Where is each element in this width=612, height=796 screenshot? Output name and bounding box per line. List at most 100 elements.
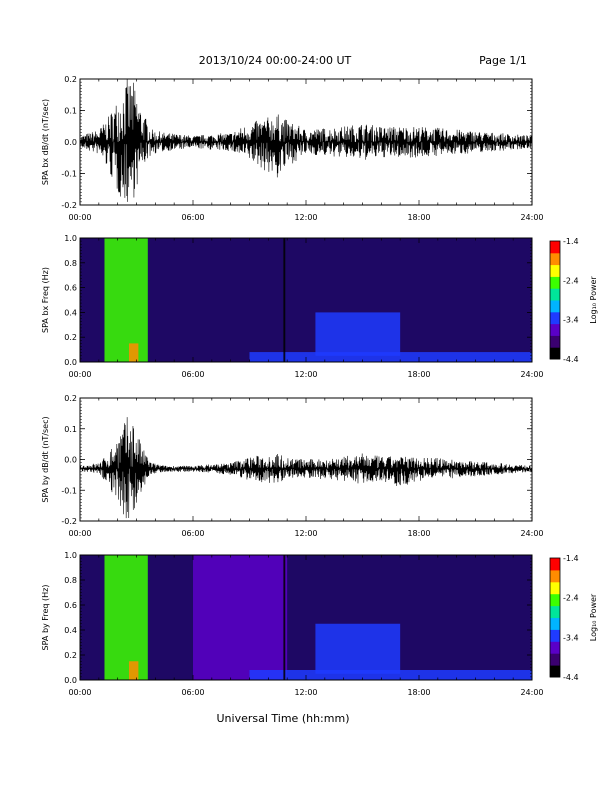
x-tick-label: 24:00: [520, 529, 543, 538]
colorbar-swatch: [550, 288, 560, 301]
x-tick-label: 00:00: [68, 529, 91, 538]
y-tick-label: -0.2: [61, 201, 77, 210]
x-tick-label: 06:00: [181, 370, 204, 379]
spectrogram-feature-3: [193, 555, 288, 680]
y-tick-label: 1.0: [64, 551, 77, 560]
y-tick-label: 0.6: [64, 284, 77, 293]
panel-3: 0.2 0.1 0.0 -0.1 -0.2 00:00 06:00 12:00 18:00 24:…: [41, 394, 544, 538]
y-tick-label: 0.1: [64, 425, 77, 434]
x-tick-label: 00:00: [68, 213, 91, 222]
spectrogram-feature-2: [128, 661, 139, 680]
colorbar: -1.4 -2.4 -3.4 -4.4 Log₁₀ Power: [549, 554, 598, 682]
x-tick-label: 12:00: [294, 529, 317, 538]
x-tick-label: 00:00: [68, 688, 91, 697]
trace-line: [79, 417, 533, 519]
colorbar-swatch: [550, 335, 560, 348]
colorbar-swatch: [550, 300, 560, 313]
y-axis-label: SPA bx Freq (Hz): [41, 267, 50, 333]
y-tick-label: 0.2: [64, 651, 77, 660]
x-tick-label: 24:00: [520, 370, 543, 379]
colorbar-tick-label: -2.4: [563, 594, 579, 603]
x-tick-label: 06:00: [181, 213, 204, 222]
y-tick-label: 0.1: [64, 107, 77, 116]
colorbar: -1.4 -2.4 -3.4 -4.4 Log₁₀ Power: [549, 237, 598, 364]
spectrogram-feature-4: [315, 312, 401, 356]
colorbar-swatch: [550, 558, 560, 571]
colorbar-swatch: [550, 629, 560, 642]
x-tick-label: 12:00: [294, 213, 317, 222]
trace-line: [79, 79, 533, 202]
report-title: 2013/10/24 00:00-24:00 UT: [199, 54, 352, 67]
y-tick-label: -0.2: [61, 517, 77, 526]
panels: 0.2 0.1 0.0 -0.1 -0.2 00:00 06:00 12:00 18:00 24:…: [41, 75, 598, 697]
y-tick-label: 0.8: [64, 259, 77, 268]
panel-4: -1.4 -2.4 -3.4 -4.4 Log₁₀ Power 1.0 0.8 0.6 0.4 0…: [41, 551, 598, 697]
panel-2: -1.4 -2.4 -3.4 -4.4 Log₁₀ Power 1.0 0.8 0.6 0.4 0…: [41, 234, 598, 379]
y-tick-label: 0.2: [64, 75, 77, 84]
colorbar-tick-label: -2.4: [563, 276, 579, 285]
x-tick-label: 12:00: [294, 688, 317, 697]
y-tick-label: 0.8: [64, 576, 77, 585]
colorbar-swatch: [550, 569, 560, 583]
x-tick-label: 18:00: [407, 529, 430, 538]
panel-1: 0.2 0.1 0.0 -0.1 -0.2 00:00 06:00 12:00 18:00 24:…: [41, 75, 544, 222]
colorbar-tick-label: -4.4: [563, 673, 579, 682]
x-tick-label: 12:00: [294, 370, 317, 379]
colorbar-tick-label: -4.4: [563, 355, 579, 364]
y-tick-label: 0.2: [64, 394, 77, 403]
colorbar-swatch: [550, 276, 560, 289]
colorbar-swatch: [550, 605, 560, 618]
x-tick-label: 18:00: [407, 688, 430, 697]
colorbar-swatch: [550, 241, 560, 254]
y-tick-label: 0.6: [64, 601, 77, 610]
y-tick-label: 0.0: [64, 676, 77, 685]
colorbar-tick-label: -3.4: [563, 316, 579, 325]
colorbar-frame: [549, 557, 561, 678]
colorbar-swatch: [550, 347, 560, 360]
colorbar-tick-label: -1.4: [563, 237, 579, 246]
spectrogram-feature-6: [283, 555, 286, 680]
colorbar-swatch: [550, 323, 560, 336]
y-tick-label: 0.2: [64, 333, 77, 342]
spectrogram-background: [80, 555, 532, 680]
y-axis-label: SPA by dB/dt (nT/sec): [41, 416, 50, 502]
x-tick-label: 18:00: [407, 213, 430, 222]
colorbar-swatch: [550, 617, 560, 630]
y-tick-label: 0.4: [64, 626, 77, 635]
spectrogram-feature-2: [128, 343, 139, 362]
colorbar-tick-label: -3.4: [563, 633, 579, 642]
colorbar-swatch: [550, 311, 560, 325]
y-tick-label: 0.0: [64, 358, 77, 367]
x-tick-label: 06:00: [181, 688, 204, 697]
x-tick-label: 06:00: [181, 529, 204, 538]
spectrogram-feature-4: [249, 670, 532, 680]
colorbar-swatch: [550, 653, 560, 666]
y-tick-label: 0.0: [64, 138, 77, 147]
y-axis-label: SPA by Freq (Hz): [41, 585, 50, 651]
colorbar-swatch: [550, 593, 560, 607]
x-tick-label: 18:00: [407, 370, 430, 379]
y-tick-label: 0.4: [64, 308, 77, 317]
y-tick-label: 1.0: [64, 234, 77, 243]
y-tick-label: -0.1: [61, 170, 77, 179]
colorbar-swatch: [550, 264, 560, 277]
y-tick-label: -0.1: [61, 486, 77, 495]
colorbar-swatch: [550, 252, 560, 266]
page-indicator: Page 1/1: [479, 54, 527, 67]
spectrogram-feature-5: [315, 623, 401, 674]
colorbar-swatch: [550, 665, 560, 678]
colorbar-frame: [549, 240, 561, 360]
plot-frame: [79, 397, 533, 522]
spectrogram-feature-1: [104, 238, 148, 362]
colorbar-label: Log₁₀ Power: [589, 593, 598, 641]
spectrogram-background: [80, 238, 532, 362]
y-tick-label: 0.0: [64, 456, 77, 465]
time-axis-label: Universal Time (hh:mm): [217, 712, 350, 725]
spectrogram-feature-3: [249, 352, 532, 362]
spectrogram-feature-5: [283, 238, 286, 362]
colorbar-tick-label: -1.4: [563, 554, 579, 563]
colorbar-label: Log₁₀ Power: [589, 276, 598, 324]
x-tick-label: 00:00: [68, 370, 91, 379]
